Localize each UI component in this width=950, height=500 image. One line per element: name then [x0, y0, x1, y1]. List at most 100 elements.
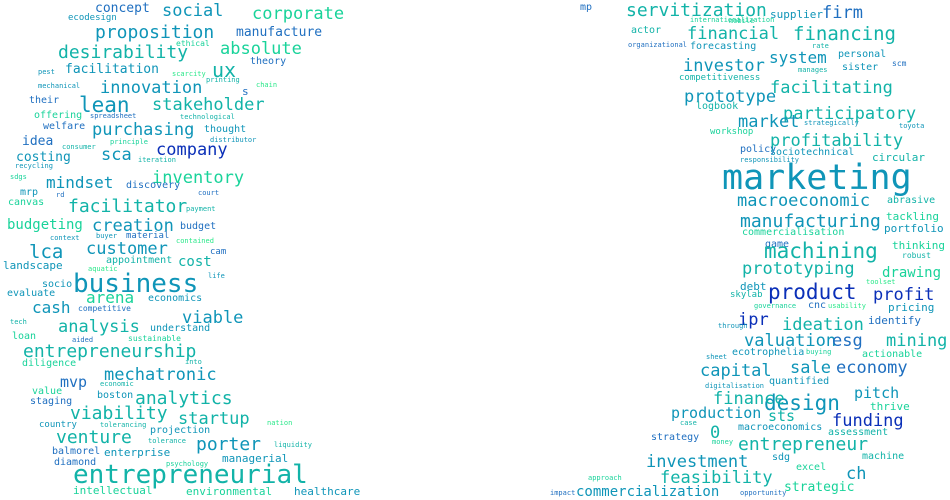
word-tolerancing: tolerancing — [100, 420, 147, 429]
word-sdg: sdg — [772, 452, 791, 463]
word-principle: principle — [110, 137, 148, 146]
word-governance: governance — [754, 301, 797, 310]
word-mindset: mindset — [46, 173, 114, 192]
word-budget: budget — [180, 221, 217, 232]
word-supplier: supplier — [770, 7, 823, 21]
word-rate: rate — [812, 41, 829, 50]
word-mechatronic: mechatronic — [104, 364, 217, 385]
word-value: value — [32, 386, 63, 397]
word-sca: sca — [101, 144, 132, 165]
word-cam: cam — [210, 246, 227, 257]
word-money: money — [712, 437, 734, 446]
word-ch: ch — [846, 463, 867, 484]
word-creation: creation — [92, 215, 174, 236]
word-commercialization: commercialization — [576, 484, 720, 500]
word-sister: sister — [842, 62, 879, 73]
word-evaluate: evaluate — [7, 288, 56, 299]
word-case: case — [680, 418, 697, 427]
word-facilitating: facilitating — [770, 77, 893, 98]
word-financial: financial — [687, 23, 780, 44]
word-excel: excel — [796, 462, 827, 473]
word-design: design — [764, 390, 840, 415]
word-entrepreneurial: entrepreneurial — [73, 460, 308, 490]
word-life: life — [208, 271, 225, 280]
word-mechanical: mechanical — [38, 81, 81, 90]
word-chain: chain — [256, 80, 278, 89]
word-iteration: iteration — [138, 155, 176, 164]
word-staging: staging — [30, 396, 73, 407]
word-purchasing: purchasing — [92, 119, 195, 140]
word-logbook: logbook — [696, 101, 739, 112]
word-servitization: servitization — [626, 0, 767, 21]
word-profitability: profitability — [770, 130, 904, 151]
word-company: company — [156, 139, 228, 160]
word-lca: lca — [29, 240, 64, 263]
word-firm: firm — [822, 2, 863, 23]
word-nation: nation — [267, 418, 293, 427]
word-porter: porter — [196, 434, 262, 455]
word-thrive: thrive — [870, 399, 910, 413]
word-venture: venture — [56, 427, 132, 448]
word-robust: robust — [902, 251, 931, 260]
word-tolerance: tolerance — [148, 436, 186, 445]
word-rd: rd — [56, 190, 65, 199]
word-financing: financing — [793, 22, 896, 45]
word-market: market — [738, 111, 800, 132]
word-digitalisation: digitalisation — [705, 381, 765, 390]
word-canvas: canvas — [8, 197, 45, 208]
word-usability: usability — [828, 301, 866, 310]
word-balmorel: balmorel — [52, 446, 101, 457]
word-sale: sale — [790, 357, 831, 378]
word-macroeconomics: macroeconomics — [738, 422, 823, 433]
word-landscape: landscape — [3, 258, 63, 272]
word-aquatic: aquatic — [88, 264, 118, 273]
word-ux: ux — [212, 58, 237, 82]
word-approach: approach — [588, 473, 622, 482]
word-s: s — [242, 84, 249, 98]
word-tackling: tackling — [886, 209, 939, 223]
word-quantified: quantified — [769, 376, 830, 387]
word-mrp: mrp — [20, 187, 39, 198]
word-economic: economic — [100, 379, 134, 388]
word-contained: contained — [176, 236, 214, 245]
word-profit: profit — [873, 284, 935, 305]
word-esg: esg — [832, 330, 863, 351]
word-toolset: toolset — [866, 277, 896, 286]
word-enterprise: enterprise — [104, 445, 171, 459]
word-manufacture: manufacture — [236, 24, 323, 40]
word-stakeholder: stakeholder — [152, 94, 265, 115]
word-offering: offering — [34, 110, 83, 121]
word-desirability: desirability — [58, 42, 189, 63]
word-circular: circular — [872, 150, 925, 164]
word-mp: mp — [580, 2, 593, 13]
word-projection: projection — [150, 425, 211, 436]
word-diligence: diligence — [22, 358, 77, 369]
word-printing: printing — [206, 75, 240, 84]
word-0: 0 — [710, 422, 721, 443]
word-identify: identify — [868, 313, 921, 327]
word-idea: idea — [22, 133, 54, 149]
word-pitch: pitch — [854, 383, 900, 402]
word-innovation: innovation — [100, 77, 203, 98]
word-tech: tech — [10, 317, 27, 326]
word-startup: startup — [178, 408, 250, 429]
word-socio: socio — [42, 279, 73, 290]
word-organizational: organizational — [628, 40, 688, 49]
word-distributor: distributor — [210, 135, 257, 144]
word-analytics: analytics — [135, 388, 233, 409]
word-workshop: workshop — [710, 126, 754, 137]
word-investor: investor — [683, 55, 765, 76]
word-context: context — [50, 233, 80, 242]
word-costing: costing — [16, 149, 71, 165]
word-production: production — [671, 403, 762, 422]
word-arena: arena — [86, 288, 135, 307]
word-sdgs: sdgs — [10, 172, 27, 181]
word-debt: debt — [740, 279, 767, 293]
word-thinking: thinking — [892, 238, 945, 252]
word-healthcare: healthcare — [294, 484, 361, 498]
word-technological: technological — [180, 112, 235, 121]
word-abrasive: abrasive — [887, 195, 936, 206]
word-mvp: mvp — [60, 372, 88, 391]
word-facilitator: facilitator — [68, 196, 188, 217]
